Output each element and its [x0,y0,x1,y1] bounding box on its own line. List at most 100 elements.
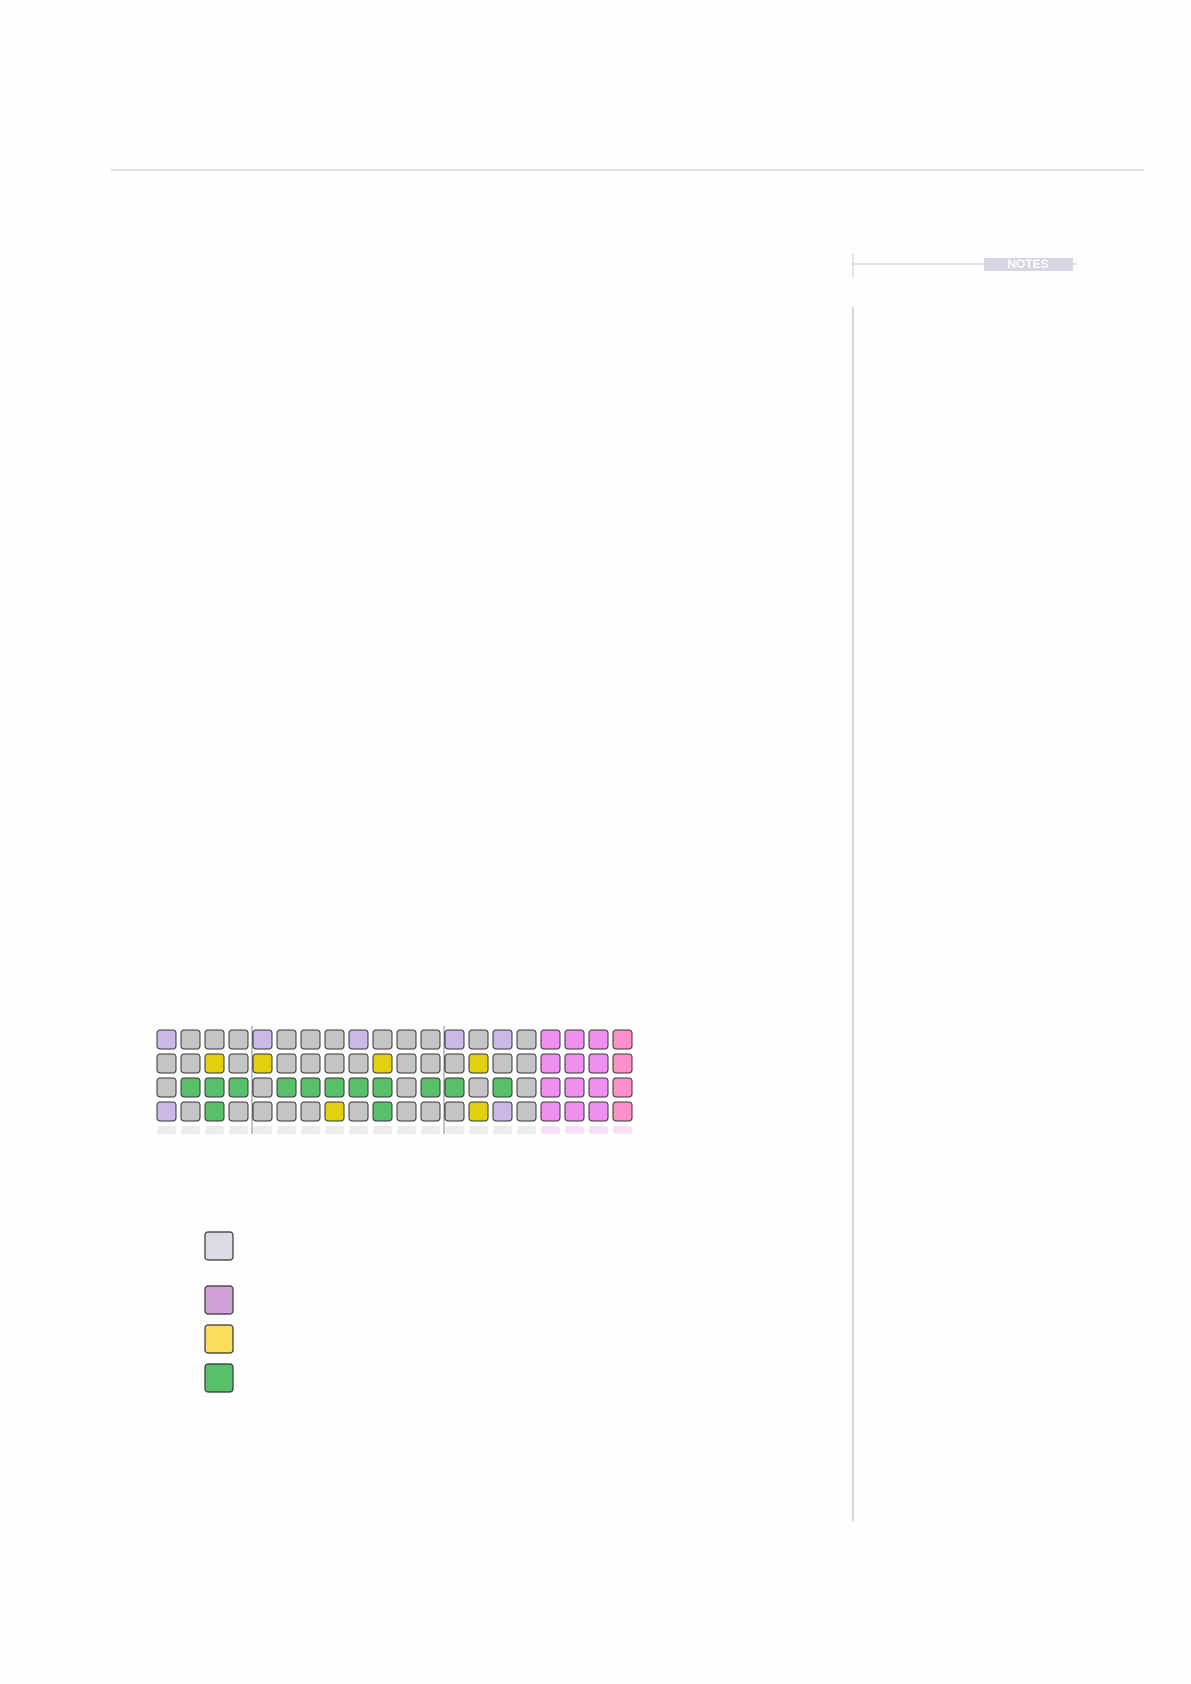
pad [612,1101,633,1122]
pad [228,1101,249,1122]
pad [228,1029,249,1050]
pad [252,1077,273,1098]
pad [348,1053,369,1074]
pad [612,1077,633,1098]
pad-reflection [373,1126,392,1134]
pad [324,1053,345,1074]
pad [564,1077,585,1098]
pad [348,1101,369,1122]
pad [156,1101,177,1122]
pad [372,1077,393,1098]
pad [372,1101,393,1122]
notes-label: NOTES [1007,257,1048,271]
pad [564,1053,585,1074]
pad [180,1077,201,1098]
pad [324,1029,345,1050]
pad-reflection [253,1126,272,1134]
pad [204,1029,225,1050]
legend-swatch [204,1363,234,1393]
pad-reflection [469,1126,488,1134]
legend-swatch [204,1231,234,1261]
pad [420,1029,441,1050]
pad [156,1053,177,1074]
pad-reflection [301,1126,320,1134]
pad [492,1029,513,1050]
pad [420,1077,441,1098]
pad [564,1101,585,1122]
pad [276,1077,297,1098]
pad-reflection [613,1126,632,1134]
pad [204,1077,225,1098]
pad [612,1053,633,1074]
pad [444,1029,465,1050]
pad [396,1029,417,1050]
pad-reflection [277,1126,296,1134]
pad [252,1101,273,1122]
pad [396,1077,417,1098]
pad [300,1077,321,1098]
pad [516,1029,537,1050]
pad [396,1053,417,1074]
legend-swatch [204,1324,234,1354]
legend-swatches [204,1231,234,1393]
pad-reflection [229,1126,248,1134]
pad-reflection [421,1126,440,1134]
pad [516,1053,537,1074]
pad-reflection [157,1126,176,1134]
pad [516,1077,537,1098]
pad [420,1053,441,1074]
pad [348,1077,369,1098]
pad [468,1101,489,1122]
pad-reflection [565,1126,584,1134]
pad [492,1077,513,1098]
pad [492,1101,513,1122]
pad [276,1029,297,1050]
pad [588,1029,609,1050]
pad [444,1101,465,1122]
pad-reflection [325,1126,344,1134]
pad [372,1029,393,1050]
pad [276,1053,297,1074]
pad [540,1077,561,1098]
pad [540,1101,561,1122]
pad [300,1053,321,1074]
pad-reflection [517,1126,536,1134]
pad [180,1101,201,1122]
pad [228,1053,249,1074]
pad [252,1029,273,1050]
pad-grid [156,1026,633,1134]
pad [300,1101,321,1122]
pad [612,1029,633,1050]
pad-reflection [541,1126,560,1134]
pad [324,1077,345,1098]
pad-reflection [445,1126,464,1134]
pad [468,1053,489,1074]
pad-reflection [493,1126,512,1134]
pad [468,1077,489,1098]
pad-reflection [181,1126,200,1134]
pad [396,1101,417,1122]
pad [588,1077,609,1098]
pad [588,1053,609,1074]
pad [540,1029,561,1050]
pad [180,1029,201,1050]
pad-reflection [205,1126,224,1134]
pad [444,1077,465,1098]
notes-tab [984,258,1073,271]
pad [228,1077,249,1098]
pad [204,1101,225,1122]
pad [156,1077,177,1098]
pad [180,1053,201,1074]
pad [444,1053,465,1074]
pad [516,1101,537,1122]
pad [156,1029,177,1050]
pad [300,1029,321,1050]
pad [564,1029,585,1050]
pad [252,1053,273,1074]
pad-reflection [397,1126,416,1134]
pad-reflection [589,1126,608,1134]
pad [420,1101,441,1122]
legend-swatch [204,1285,234,1315]
